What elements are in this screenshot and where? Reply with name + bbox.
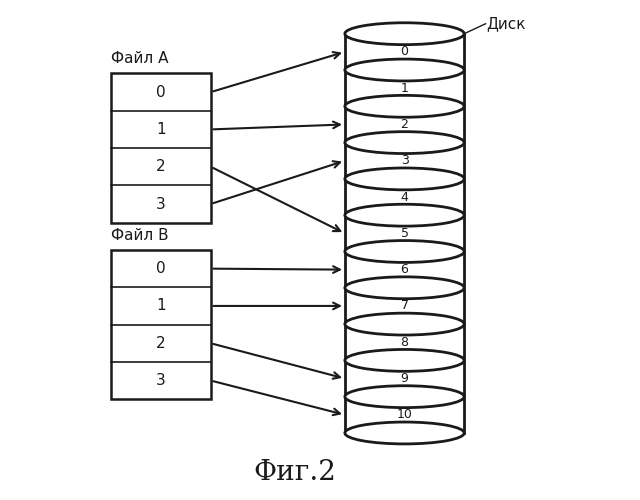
Ellipse shape — [345, 132, 464, 154]
Text: 0: 0 — [156, 261, 166, 276]
Text: 7: 7 — [401, 300, 408, 312]
Text: 2: 2 — [401, 118, 408, 131]
Ellipse shape — [345, 277, 464, 298]
Text: 6: 6 — [401, 263, 408, 276]
Ellipse shape — [345, 240, 464, 262]
Ellipse shape — [345, 313, 464, 335]
Text: Диск: Диск — [486, 16, 526, 32]
Bar — [111, 74, 211, 223]
Text: 0: 0 — [156, 84, 166, 100]
Text: Файл А: Файл А — [111, 51, 169, 66]
Ellipse shape — [345, 168, 464, 190]
Text: 8: 8 — [401, 336, 408, 348]
Text: 9: 9 — [401, 372, 408, 385]
Ellipse shape — [345, 23, 464, 44]
Text: 5: 5 — [401, 227, 408, 240]
Text: 4: 4 — [401, 190, 408, 203]
Text: Файл В: Файл В — [111, 228, 169, 242]
Text: 1: 1 — [401, 82, 408, 94]
Text: 3: 3 — [156, 196, 166, 212]
Ellipse shape — [345, 59, 464, 81]
Ellipse shape — [345, 96, 464, 117]
Text: 1: 1 — [156, 298, 166, 314]
Text: 0: 0 — [401, 46, 408, 59]
Ellipse shape — [345, 386, 464, 407]
Ellipse shape — [345, 350, 464, 372]
Bar — [111, 250, 211, 399]
Text: Фиг.2: Фиг.2 — [253, 459, 337, 486]
Text: 10: 10 — [397, 408, 412, 422]
Ellipse shape — [345, 204, 464, 226]
Text: 2: 2 — [156, 336, 166, 350]
Text: 1: 1 — [156, 122, 166, 137]
Text: 3: 3 — [156, 373, 166, 388]
Bar — [345, 34, 464, 433]
Ellipse shape — [345, 422, 464, 444]
Text: 3: 3 — [401, 154, 408, 167]
Text: 2: 2 — [156, 159, 166, 174]
